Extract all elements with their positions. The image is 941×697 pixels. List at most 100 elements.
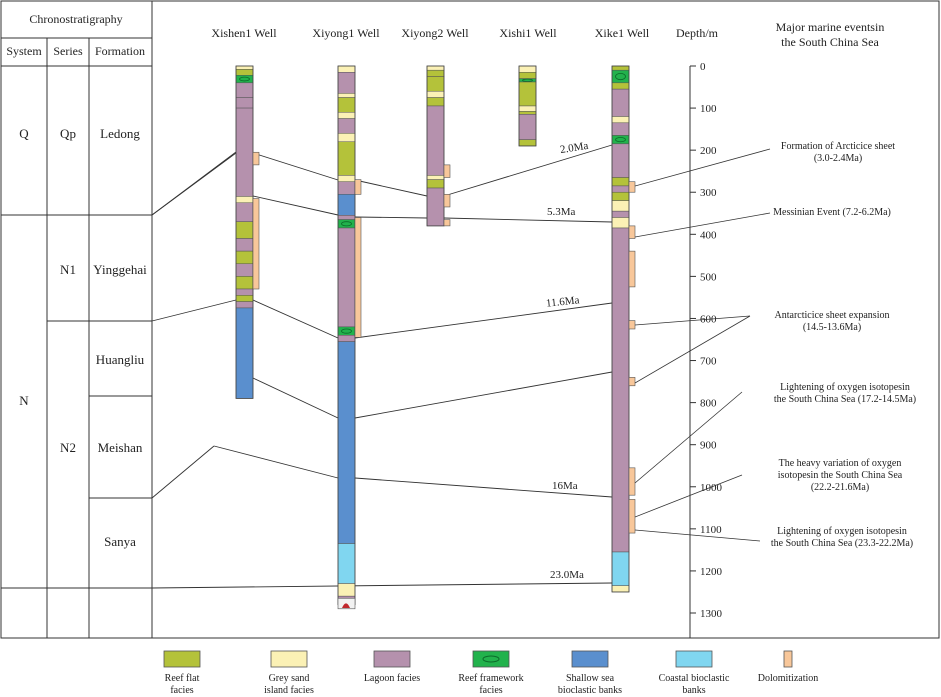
event-leader-line: [634, 391, 743, 484]
dolomitization-marker: [252, 151, 260, 166]
depth-tick-label: 900: [700, 440, 717, 452]
depth-tick-label: 0: [700, 61, 706, 73]
well-column: [611, 65, 636, 593]
dolomitization-marker: [628, 499, 636, 534]
dolomitization-marker: [628, 250, 636, 288]
depth-tick-label: 500: [700, 271, 717, 283]
correlation-line: [151, 582, 613, 589]
facies-layer: [235, 82, 254, 98]
facies-layer: [518, 81, 537, 107]
dolomitization-marker: [354, 217, 362, 338]
facies-layer: [337, 335, 356, 342]
well-columns: [235, 65, 636, 610]
age-label-16: 16Ma: [552, 480, 578, 492]
legend-label-reef-framework: Reef framework facies: [458, 673, 524, 696]
reef-framework-symbol: [341, 328, 352, 334]
facies-layer: [611, 143, 630, 178]
legend-swatch: [472, 650, 510, 668]
dolomitization-marker: [628, 467, 636, 496]
legend-swatch: [373, 650, 411, 668]
reef-framework-symbol: [341, 221, 352, 227]
legend-label-dolomitization: Dolomitization: [757, 673, 819, 684]
facies-layer: [611, 177, 630, 187]
depth-tick-label: 200: [700, 145, 717, 157]
legend-label-lagoon: Lagoon facies: [363, 673, 421, 684]
depth-tick-label: 800: [700, 398, 717, 410]
reef-framework-symbol: [615, 137, 626, 143]
event-antarctic-expansion: Antarcticice sheet expansion (14.5-13.6M…: [774, 310, 890, 333]
facies-layer: [235, 107, 254, 197]
facies-layer: [235, 97, 254, 109]
well-outline: [426, 65, 445, 227]
depth-axis-title: Depth/m: [676, 26, 718, 40]
series-n1: N1: [60, 262, 76, 277]
event-leader-line: [634, 315, 751, 384]
well-column: [426, 65, 451, 227]
depth-tick-label: 300: [700, 187, 717, 199]
facies-layer: [611, 185, 630, 193]
series-n2: N2: [60, 440, 76, 455]
facies-layer: [518, 65, 537, 73]
facies-layer: [235, 307, 254, 399]
event-arctic-ice: Formation of Arcticice sheet (3.0-2.4Ma): [780, 141, 896, 164]
facies-layer: [611, 551, 630, 586]
well-column: [235, 65, 260, 399]
facies-layer: [235, 69, 254, 76]
event-leader-line: [634, 148, 771, 187]
dolomitization-marker: [443, 164, 451, 178]
series-qp: Qp: [60, 126, 76, 141]
dolomitization-marker: [628, 377, 636, 387]
core-sample-icon: [342, 603, 350, 608]
facies-layer: [426, 69, 445, 77]
well-title-xike1: Xike1 Well: [594, 26, 650, 40]
facies-layer: [337, 341, 356, 544]
legend-swatches: [163, 650, 793, 668]
facies-layer: [611, 122, 630, 136]
facies-layer: [235, 75, 254, 84]
event-leader-lines: [634, 148, 771, 542]
facies-layer: [235, 250, 254, 265]
event-oxygen-lightening-23: Lightening of oxygen isotopesin the Sout…: [770, 526, 914, 549]
correlation-line: [151, 299, 237, 322]
event-messinian: Messinian Event (7.2-6.2Ma): [773, 207, 891, 218]
correlation-line: [213, 445, 339, 479]
chronostratigraphy-header: Chronostratigraphy: [29, 12, 123, 26]
event-leader-line: [634, 315, 751, 326]
legend-swatch: [270, 650, 308, 668]
formation-sanya: Sanya: [104, 534, 136, 549]
legend-reef-framework-symbol: [482, 655, 500, 663]
facies-layer: [426, 90, 445, 98]
facies-layer: [426, 179, 445, 189]
dolomitization-marker: [354, 179, 362, 195]
facies-layer: [426, 97, 445, 107]
age-label-23-0: 23.0Ma: [550, 569, 584, 581]
facies-layer: [235, 65, 254, 70]
facies-layer: [337, 219, 356, 229]
reef-framework-symbol: [615, 72, 626, 81]
depth-tick-label: 100: [700, 103, 717, 115]
facies-layer: [518, 105, 537, 112]
well-outline: [518, 65, 537, 147]
facies-layer: [337, 133, 356, 142]
facies-layer: [611, 82, 630, 90]
dolomitization-marker: [628, 181, 636, 193]
correlation-line: [151, 445, 215, 499]
well-column: [337, 65, 362, 605]
facies-layer: [426, 65, 445, 71]
facies-layer: [611, 135, 630, 145]
legend-swatch: [783, 650, 793, 668]
legend-label-shallow-sea: Shallow sea bioclastic banks: [557, 673, 623, 696]
events-title: Major marine eventsin the South China Se…: [775, 20, 885, 49]
facies-layer: [518, 111, 537, 115]
facies-layer: [235, 288, 254, 296]
legend-label-grey-sand: Grey sand island facies: [264, 673, 314, 696]
facies-layer: [337, 72, 356, 94]
correlation-line: [354, 477, 613, 498]
facies-layer: [337, 227, 356, 328]
well-title-xishi1: Xishi1 Well: [499, 26, 557, 40]
correlation-line: [354, 371, 613, 419]
correlation-line: [252, 299, 339, 339]
depth-tick-label: 700: [700, 356, 717, 368]
facies-layer: [337, 93, 356, 98]
